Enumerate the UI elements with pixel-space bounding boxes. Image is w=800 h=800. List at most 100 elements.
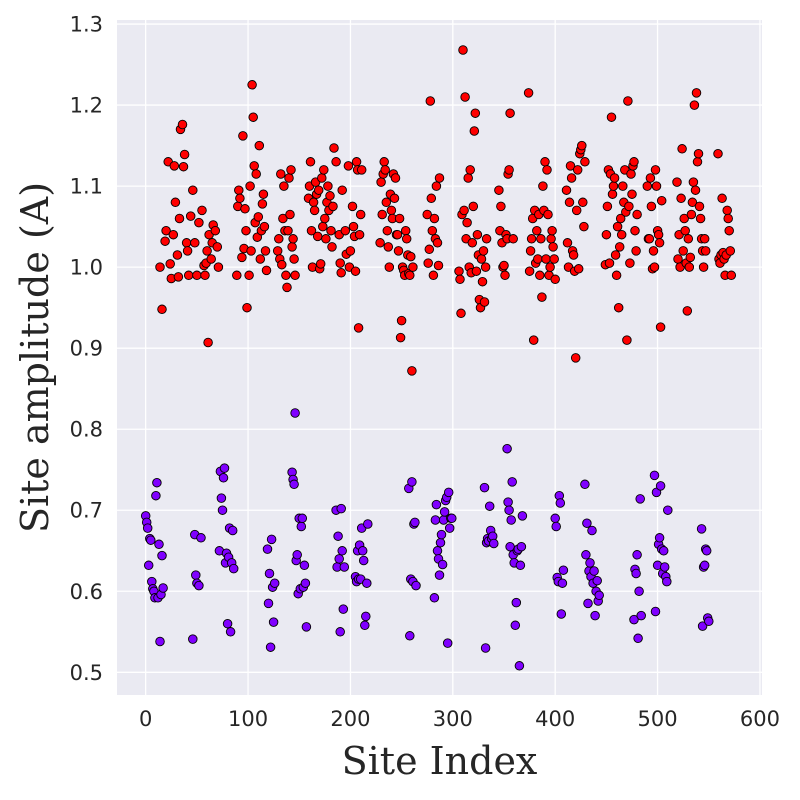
data-point [194,580,204,591]
data-point [693,148,704,159]
y-tick-label: 0.9 [70,337,103,361]
data-point [289,254,299,264]
data-point [172,250,183,260]
data-point [428,270,439,281]
data-point [679,213,689,224]
data-point [196,533,206,543]
data-point [632,550,642,560]
data-point [571,205,582,216]
data-point [653,229,664,240]
data-point [161,225,171,236]
data-point [456,308,466,319]
data-point [646,201,657,212]
data-point [254,140,265,151]
data-point [564,197,575,208]
data-point [146,535,156,545]
y-tick-label: 1.0 [70,256,103,280]
data-point [432,546,443,556]
data-point [458,45,468,55]
data-point [649,470,660,481]
data-point [212,242,223,252]
data-point [386,205,397,216]
data-point [222,618,233,629]
data-point [507,477,517,487]
data-point [362,578,372,588]
data-point [726,270,737,281]
data-point [152,477,162,488]
data-point [305,157,316,167]
y-tick-label: 0.8 [70,418,103,442]
data-point [623,96,633,106]
data-point [157,550,167,561]
data-point [257,199,268,209]
data-point [725,246,736,256]
data-point [573,264,584,274]
data-point [557,578,568,588]
data-point [478,246,489,256]
data-point [580,479,590,490]
data-point [532,225,542,236]
data-point [541,254,551,264]
data-point [696,524,707,534]
data-point [347,201,358,212]
data-point [689,100,700,110]
data-point [536,234,546,244]
data-point [533,254,543,264]
data-point [269,578,280,588]
x-tick-label: 200 [330,707,370,731]
data-point [514,661,525,671]
data-point [260,246,271,256]
data-point [462,217,472,228]
data-point [251,169,261,179]
data-point [543,209,553,220]
data-point [433,260,444,271]
data-point [192,270,202,281]
data-point [272,246,283,256]
data-point [410,517,420,528]
data-point [348,221,359,232]
data-point [658,546,669,556]
data-point [472,229,483,240]
data-point [377,209,387,220]
data-point [286,165,296,175]
data-point [238,131,248,141]
data-point [431,499,442,510]
data-point [700,246,711,256]
data-point [333,531,343,541]
data-point [648,246,659,256]
y-tick-label: 0.5 [70,661,103,685]
data-point [506,515,516,525]
data-point [178,161,189,172]
data-point [353,323,364,333]
data-point [206,254,216,264]
data-point [321,234,331,244]
data-point [394,213,405,224]
data-point [682,306,693,316]
data-point [376,177,386,187]
data-point [355,209,366,220]
data-point [317,173,327,183]
data-point [601,229,612,240]
data-point [511,597,522,608]
data-point [228,563,239,574]
data-point [632,209,642,220]
data-point [290,270,300,281]
data-point [459,205,469,216]
data-point [489,538,499,549]
data-point [629,614,639,625]
data-point [429,593,440,603]
data-point [526,234,537,244]
data-point [400,225,411,236]
data-point [292,550,302,560]
data-point [158,583,168,593]
data-point [510,620,521,631]
data-point [266,534,277,545]
data-point [629,157,639,167]
data-point [606,112,617,122]
data-point [722,205,732,216]
data-point [258,189,269,199]
data-point [713,148,723,159]
data-point [587,525,597,536]
data-point [203,337,213,348]
data-point [516,541,527,552]
